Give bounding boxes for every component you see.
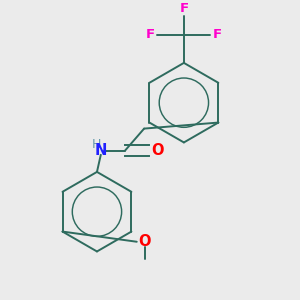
Text: F: F [179, 2, 188, 16]
Text: N: N [94, 142, 107, 158]
Text: H: H [92, 138, 101, 151]
Text: O: O [139, 234, 151, 249]
Text: O: O [152, 143, 164, 158]
Text: F: F [213, 28, 222, 41]
Text: F: F [146, 28, 154, 41]
